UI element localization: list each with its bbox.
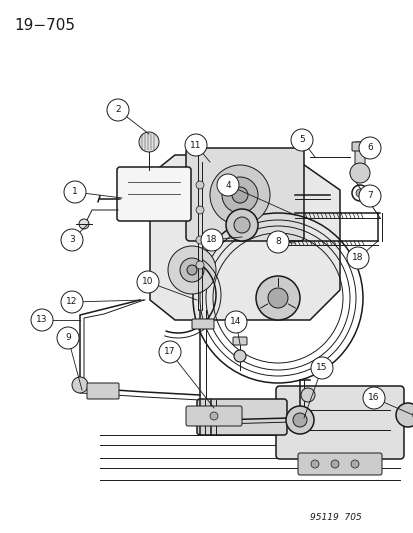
Text: 15: 15	[316, 364, 327, 373]
Circle shape	[355, 189, 363, 197]
Circle shape	[72, 377, 88, 393]
Circle shape	[201, 229, 223, 251]
Circle shape	[224, 311, 247, 333]
Circle shape	[209, 165, 269, 225]
Circle shape	[395, 403, 413, 427]
Circle shape	[412, 406, 413, 424]
Text: 10: 10	[142, 278, 153, 287]
Circle shape	[267, 288, 287, 308]
Circle shape	[221, 177, 257, 213]
FancyBboxPatch shape	[297, 453, 381, 475]
FancyBboxPatch shape	[233, 337, 247, 345]
Text: 18: 18	[206, 236, 217, 245]
FancyBboxPatch shape	[87, 383, 119, 399]
Circle shape	[290, 129, 312, 151]
Text: 11: 11	[190, 141, 201, 149]
Circle shape	[300, 388, 314, 402]
FancyBboxPatch shape	[197, 399, 286, 435]
Polygon shape	[150, 155, 339, 320]
FancyBboxPatch shape	[185, 148, 303, 241]
Circle shape	[61, 229, 83, 251]
Text: 12: 12	[66, 297, 78, 306]
Circle shape	[310, 357, 332, 379]
Text: 17: 17	[164, 348, 176, 357]
Text: 5: 5	[299, 135, 304, 144]
Circle shape	[139, 132, 159, 152]
Text: 1: 1	[72, 188, 78, 197]
Circle shape	[185, 134, 206, 156]
Circle shape	[180, 258, 204, 282]
Circle shape	[159, 341, 180, 363]
Circle shape	[231, 187, 247, 203]
Circle shape	[79, 219, 89, 229]
Circle shape	[292, 413, 306, 427]
Text: 8: 8	[275, 238, 280, 246]
Circle shape	[31, 309, 53, 331]
FancyBboxPatch shape	[185, 406, 242, 426]
FancyBboxPatch shape	[354, 142, 364, 180]
Text: 18: 18	[351, 254, 363, 262]
Text: 13: 13	[36, 316, 47, 325]
Circle shape	[57, 327, 79, 349]
Circle shape	[137, 271, 159, 293]
FancyBboxPatch shape	[117, 167, 190, 221]
Text: 14: 14	[230, 318, 241, 327]
Circle shape	[362, 387, 384, 409]
Circle shape	[330, 460, 338, 468]
Circle shape	[168, 246, 216, 294]
FancyBboxPatch shape	[192, 319, 214, 329]
Circle shape	[358, 185, 380, 207]
Text: 3: 3	[69, 236, 75, 245]
Text: 2: 2	[115, 106, 121, 115]
Text: 19−705: 19−705	[14, 18, 75, 33]
Circle shape	[216, 174, 238, 196]
Text: 16: 16	[367, 393, 379, 402]
Circle shape	[187, 265, 197, 275]
Circle shape	[107, 99, 129, 121]
Circle shape	[310, 460, 318, 468]
Circle shape	[195, 261, 204, 269]
Circle shape	[358, 137, 380, 159]
Circle shape	[64, 181, 86, 203]
Circle shape	[349, 163, 369, 183]
Circle shape	[195, 206, 204, 214]
Text: 4: 4	[225, 181, 230, 190]
Circle shape	[350, 460, 358, 468]
Circle shape	[255, 276, 299, 320]
Text: 6: 6	[366, 143, 372, 152]
Circle shape	[285, 406, 313, 434]
Circle shape	[209, 412, 218, 420]
Text: 7: 7	[366, 191, 372, 200]
Circle shape	[233, 217, 249, 233]
FancyBboxPatch shape	[351, 142, 367, 151]
Circle shape	[266, 231, 288, 253]
FancyBboxPatch shape	[275, 386, 403, 459]
Text: 95119  705: 95119 705	[309, 513, 361, 522]
Circle shape	[346, 247, 368, 269]
Text: 9: 9	[65, 334, 71, 343]
Circle shape	[195, 181, 204, 189]
Circle shape	[195, 236, 204, 244]
Circle shape	[233, 350, 245, 362]
Circle shape	[61, 291, 83, 313]
Circle shape	[225, 209, 257, 241]
